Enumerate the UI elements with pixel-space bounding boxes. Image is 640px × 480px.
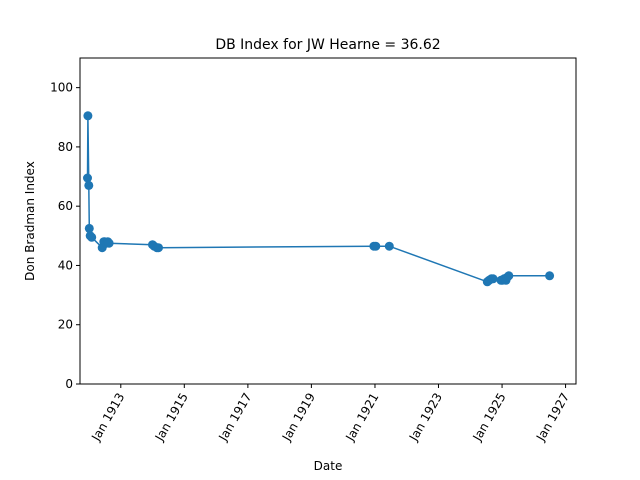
data-point [488, 274, 498, 284]
x-tick-label: Jan 1921 [343, 391, 382, 445]
plot-frame [79, 57, 577, 385]
x-tick-label: Jan 1917 [215, 391, 254, 445]
x-tick-label: Jan 1919 [279, 391, 318, 445]
plot-marks [83, 111, 555, 287]
x-tick-label: Jan 1927 [533, 391, 572, 445]
data-point [87, 232, 97, 242]
data-point [83, 111, 93, 121]
data-point [504, 271, 514, 281]
y-axis-label: Don Bradman Index [23, 161, 37, 281]
y-tick-label: 100 [50, 81, 73, 95]
y-tick-label: 20 [58, 318, 73, 332]
data-point [384, 241, 394, 251]
x-axis: Jan 1913 Jan 1915 Jan 1917 Jan 1919 Jan 1921… [88, 384, 572, 444]
data-point [545, 271, 555, 281]
series-line [86, 115, 550, 283]
data-point [83, 173, 92, 183]
y-tick-label: 80 [58, 140, 73, 154]
chart-title: DB Index for JW Hearne = 36.62 [215, 37, 440, 53]
data-point [371, 241, 381, 251]
data-point [84, 223, 94, 233]
x-axis-label: Date [314, 459, 343, 473]
x-tick-label: Jan 1913 [88, 391, 127, 445]
x-tick-label: Jan 1923 [406, 391, 445, 445]
x-tick-label: Jan 1925 [470, 391, 509, 445]
data-point [154, 243, 163, 253]
data-point [104, 238, 114, 248]
x-tick-label: Jan 1915 [152, 391, 191, 445]
y-axis: 0 20 40 60 80 100 [50, 81, 80, 391]
y-tick-label: 0 [65, 377, 73, 391]
y-tick-label: 60 [58, 199, 73, 213]
data-point [84, 180, 94, 190]
y-tick-label: 40 [58, 258, 73, 272]
